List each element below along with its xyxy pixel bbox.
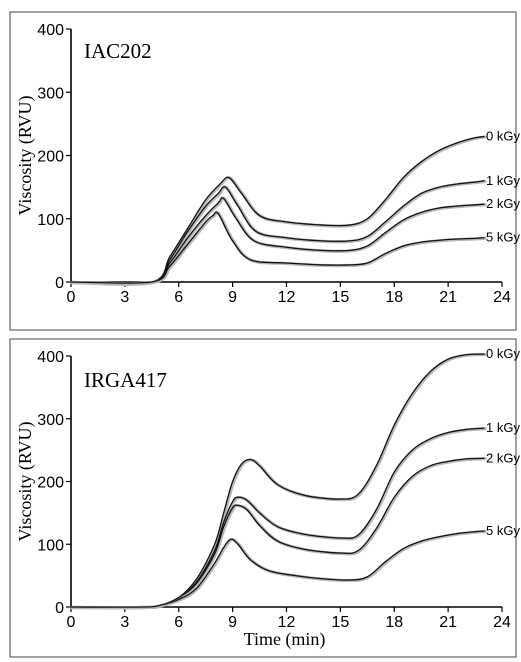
series-2-kgy: 2 kGy: [70, 196, 520, 286]
series-1-kgy: 1 kGy: [70, 420, 520, 610]
x-tick-label: 24: [493, 289, 511, 306]
x-tick-label: 3: [120, 289, 129, 306]
panel-frame: [9, 338, 517, 658]
x-axis-title: Time (min): [244, 629, 326, 650]
series-line: [70, 427, 485, 608]
x-tick-label: 9: [228, 614, 237, 631]
x-tick-label: 21: [439, 614, 457, 631]
x-tick-label: 18: [385, 289, 403, 306]
x-tick-label: 0: [67, 289, 76, 306]
y-tick-label: 400: [37, 349, 64, 366]
y-tick-label: 200: [37, 149, 64, 166]
y-tick-label: 200: [37, 475, 64, 492]
x-tick-label: 9: [228, 289, 237, 306]
series-label: 5 kGy: [486, 523, 520, 538]
series-5-kgy: 5 kGy: [70, 210, 520, 286]
y-tick-label: 0: [55, 275, 64, 292]
panel-title: IRGA417: [84, 368, 167, 392]
series-1-kgy: 1 kGy: [70, 173, 520, 286]
series-line: [70, 457, 485, 608]
series-halo-line: [70, 457, 487, 610]
x-tick-label: 18: [385, 614, 403, 631]
x-tick-label: 6: [174, 614, 183, 631]
series-halo-line: [70, 179, 487, 286]
chart-panel-1: 0 3 6 9 12 15 18 21 24 0 100 200 300 400 Viscosity (RV…: [9, 11, 520, 331]
x-tick-label: 12: [278, 614, 296, 631]
y-tick-label: 300: [37, 85, 64, 102]
panel-frame: [9, 11, 517, 331]
series-label: 2 kGy: [486, 196, 520, 211]
series-label: 1 kGy: [486, 173, 520, 188]
series-0-kgy: 0 kGy: [70, 129, 520, 286]
x-tick-label: 12: [278, 289, 296, 306]
panel-title: IAC202: [84, 39, 152, 63]
x-tick-label: 21: [439, 289, 457, 306]
series-5-kgy: 5 kGy: [70, 523, 520, 610]
y-axis-title: Viscosity (RVU): [15, 422, 36, 542]
x-tick-label: 15: [331, 289, 349, 306]
y-tick-label: 300: [37, 412, 64, 429]
y-axis-title: Viscosity (RVU): [15, 96, 36, 216]
chart-panel-2: 0 3 6 9 12 15 18 21 24 0 100 200 300 400 Viscosity (RV…: [9, 338, 520, 658]
series-line: [70, 353, 485, 608]
series-label: 1 kGy: [486, 420, 520, 435]
x-tick-label: 24: [493, 614, 511, 631]
series-label: 0 kGy: [486, 129, 520, 144]
y-tick-label: 100: [37, 537, 64, 554]
series-label: 0 kGy: [486, 346, 520, 361]
y-tick-label: 100: [37, 212, 64, 229]
series-2-kgy: 2 kGy: [70, 450, 520, 610]
series-line: [70, 135, 485, 285]
series-halo-line: [70, 427, 487, 610]
series-line: [70, 211, 485, 284]
x-tick-label: 0: [67, 614, 76, 631]
x-tick-label: 15: [331, 614, 349, 631]
series-line: [70, 197, 485, 285]
series-label: 5 kGy: [486, 230, 520, 245]
y-tick-label: 0: [55, 600, 64, 617]
x-tick-label: 3: [120, 614, 129, 631]
x-tick-label: 6: [174, 289, 183, 306]
series-line: [70, 530, 485, 608]
series-label: 2 kGy: [486, 450, 520, 465]
series-line: [70, 180, 485, 285]
y-tick-label: 400: [37, 22, 64, 39]
series-halo-line: [70, 353, 487, 610]
